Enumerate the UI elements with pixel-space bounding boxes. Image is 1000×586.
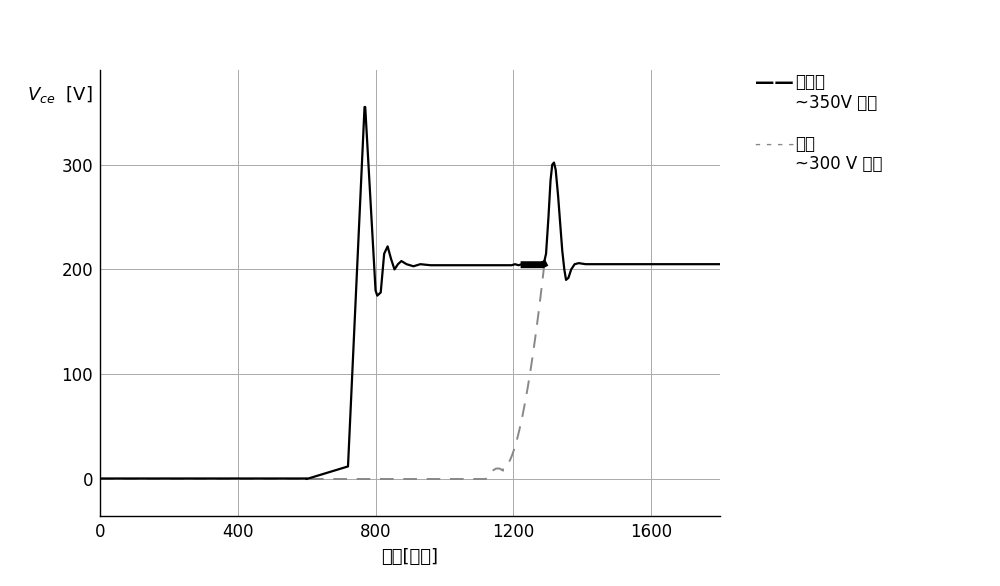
Text: $V_{ce}$  [V]: $V_{ce}$ [V] [27, 84, 93, 105]
Text: ~350V 峰値: ~350V 峰値 [795, 94, 877, 112]
Text: - - - -: - - - - [755, 135, 794, 153]
Text: ~300 V 峰値: ~300 V 峰値 [795, 155, 883, 173]
X-axis label: 时间[纳秒]: 时间[纳秒] [382, 547, 438, 565]
Text: 马达: 马达 [795, 135, 815, 153]
Text: ——: —— [755, 73, 794, 92]
Text: 发电机: 发电机 [795, 73, 825, 91]
